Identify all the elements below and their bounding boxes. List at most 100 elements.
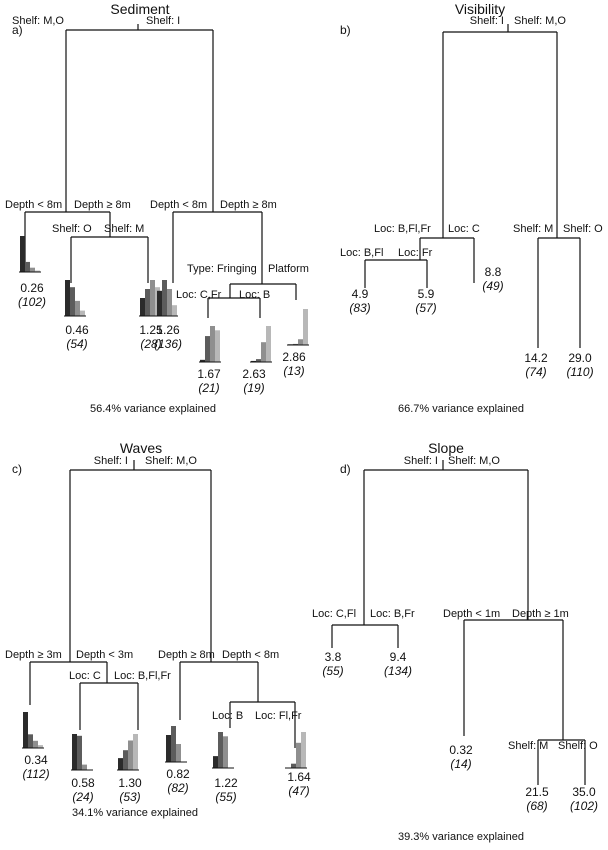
split-label: Depth ≥ 1m <box>512 608 569 620</box>
leaf-count: (14) <box>450 757 471 771</box>
split-label: Shelf: O <box>52 223 92 235</box>
panel-letter: b) <box>340 23 351 37</box>
leaf-count: (74) <box>525 365 546 379</box>
leaf-node: 21.5 (68) <box>525 785 549 813</box>
histogram-bar <box>291 763 296 768</box>
leaf-value: 0.46 <box>65 323 89 337</box>
split-label: Depth ≥ 3m <box>5 649 62 661</box>
histogram-bar <box>35 270 40 272</box>
histogram-bar <box>200 359 205 362</box>
leaf-value: 1.25 <box>139 323 163 337</box>
histogram-bar <box>128 740 133 770</box>
split-label: Depth < 8m <box>5 199 62 211</box>
leaf-count: (19) <box>243 381 264 395</box>
histogram-bar <box>25 261 30 272</box>
leaf-count: (102) <box>18 295 46 309</box>
histogram-bar <box>223 736 228 768</box>
leaf-value: 3.8 <box>325 650 342 664</box>
histogram-bar <box>30 267 35 272</box>
histogram-bar <box>157 290 162 316</box>
leaf-node: 8.8 (49) <box>482 265 503 293</box>
split-label: Loc: B,Fr <box>370 608 415 620</box>
histogram-bar <box>123 750 128 770</box>
panel-title: Sediment <box>110 1 169 17</box>
leaf-value: 0.32 <box>449 743 473 757</box>
leaf-count: (136) <box>154 337 182 351</box>
histogram-bar <box>166 735 171 762</box>
histogram-bar <box>145 289 150 316</box>
split-label: Shelf: O <box>563 223 603 235</box>
split-label: Loc: Fl,Fr <box>255 710 302 722</box>
leaf-value: 1.26 <box>156 323 180 337</box>
leaf-node: 1.22 (55) <box>212 732 238 804</box>
split-label: Shelf: M,O <box>12 15 64 27</box>
histogram-bar <box>215 330 220 362</box>
tree-edges <box>364 24 581 348</box>
panel-slope: Slope d) Shelf: I Shelf: M,O Loc: C,Fl L… <box>312 440 598 843</box>
histogram-bar <box>150 280 155 316</box>
leaf-histogram <box>250 326 272 363</box>
leaf-node: 1.26 (136) <box>154 280 182 351</box>
split-label: Shelf: M <box>513 223 553 235</box>
leaf-count: (82) <box>167 781 188 795</box>
histogram-bar <box>77 735 82 770</box>
leaf-count: (83) <box>349 301 370 315</box>
leaf-count: (47) <box>288 784 309 798</box>
leaf-value: 2.86 <box>282 350 306 364</box>
histogram-bar <box>72 734 77 770</box>
split-label: Depth ≥ 8m <box>220 199 277 211</box>
panel-sediment: Sediment a) Shelf: M,O Shelf: I Depth < … <box>5 1 309 415</box>
leaf-node: 35.0 (102) <box>570 785 598 813</box>
histogram-bar <box>266 326 271 362</box>
leaf-count: (134) <box>384 664 412 678</box>
histogram-bar <box>20 236 25 272</box>
split-label: Loc: B,Fl <box>340 247 383 259</box>
split-label: Loc: C <box>69 670 101 682</box>
histogram-bar <box>218 732 223 768</box>
histogram-bar <box>33 740 38 748</box>
leaf-value: 0.82 <box>166 767 190 781</box>
leaf-value: 4.9 <box>352 287 369 301</box>
split-label: Loc: Fr <box>398 247 433 259</box>
leaf-count: (53) <box>119 790 140 804</box>
leaf-count: (24) <box>72 790 93 804</box>
histogram-bar <box>261 342 266 362</box>
histogram-bar <box>303 309 308 345</box>
leaf-count: (57) <box>415 301 436 315</box>
split-label: Loc: B,Fl,Fr <box>114 670 171 682</box>
leaf-node: 0.34 (112) <box>22 712 50 781</box>
leaf-value: 1.67 <box>197 367 221 381</box>
split-label: Type: Fringing <box>187 263 257 275</box>
split-label: Shelf: I <box>470 15 504 27</box>
split-label: Loc: C,Fr <box>176 289 222 301</box>
leaf-count: (110) <box>566 365 593 379</box>
panel-visibility: Visibility b) Shelf: I Shelf: M,O Loc: B… <box>340 1 603 415</box>
split-label: Shelf: M,O <box>448 455 500 467</box>
leaf-value: 35.0 <box>572 785 596 799</box>
histogram-bar <box>28 734 33 748</box>
leaf-node: 0.26 (102) <box>18 236 46 309</box>
histogram-bar <box>38 745 43 748</box>
split-label: Loc: B,Fl,Fr <box>374 223 431 235</box>
panel-title: Waves <box>120 440 162 456</box>
histogram-bar <box>140 298 145 316</box>
leaf-node: 0.32 (14) <box>449 743 473 771</box>
leaf-histogram <box>19 236 41 273</box>
histogram-bar <box>296 742 301 768</box>
split-label: Shelf: I <box>404 455 438 467</box>
leaf-value: 21.5 <box>525 785 549 799</box>
panel-letter: a) <box>12 23 23 37</box>
split-label: Depth ≥ 8m <box>158 649 215 661</box>
histogram-bar <box>162 280 167 316</box>
leaf-value: 1.64 <box>287 770 311 784</box>
histogram-bar <box>70 287 75 316</box>
leaf-count: (54) <box>66 337 87 351</box>
split-label: Platform <box>268 263 309 275</box>
histogram-bar <box>205 336 210 362</box>
histogram-bar <box>301 732 306 768</box>
leaf-value: 5.9 <box>418 287 435 301</box>
leaf-value: 8.8 <box>485 265 502 279</box>
leaf-value: 0.34 <box>24 753 48 767</box>
leaf-count: (55) <box>215 790 236 804</box>
